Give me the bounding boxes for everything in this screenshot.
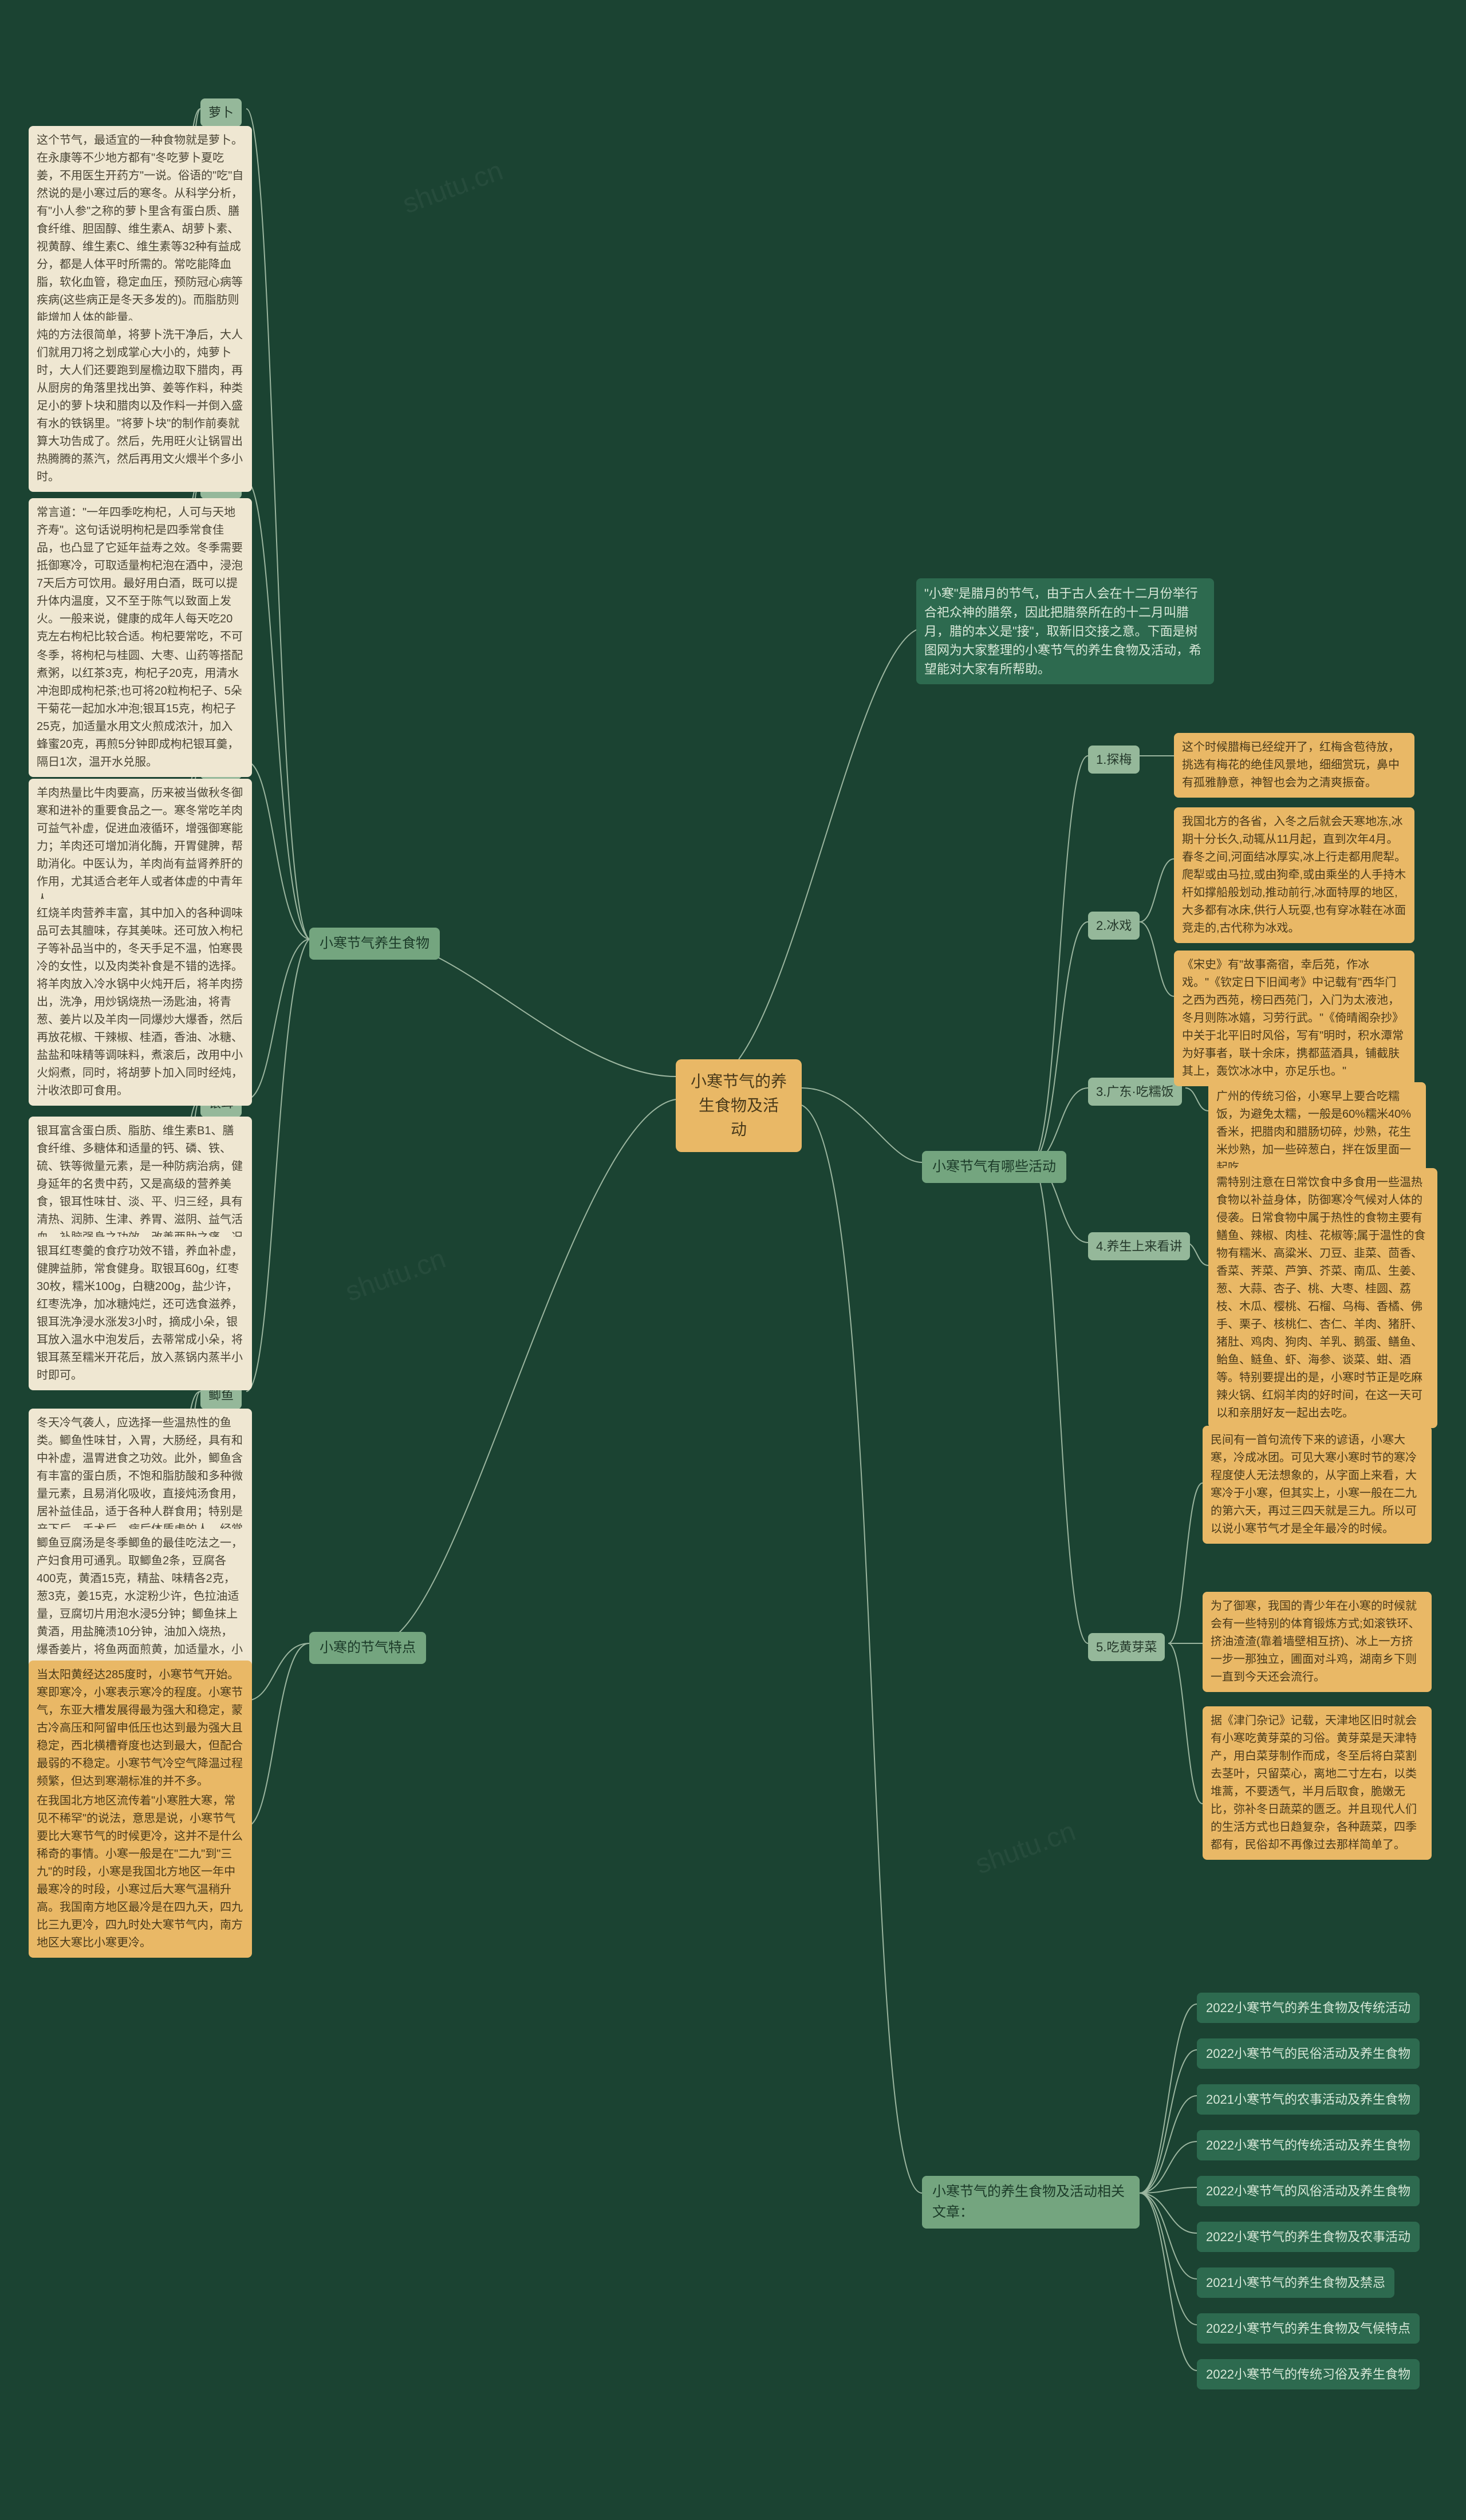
activity-5-t1[interactable]: 民间有一首句流传下来的谚语，小寒大寒，冷成冰团。可见大寒小寒时节的寒冷程度使人无… bbox=[1203, 1426, 1432, 1544]
related-link-2[interactable]: 2021小寒节气的农事活动及养生食物 bbox=[1197, 2084, 1420, 2115]
activity-3-text[interactable]: 广州的传统习俗，小寒早上要合吃糯饭，为避免太糯，一般是60%糯米40%香米，把腊… bbox=[1208, 1082, 1426, 1182]
characteristic-2[interactable]: 在我国北方地区流传着"小寒胜大寒，常见不稀罕"的说法，意思是说，小寒节气要比大寒… bbox=[29, 1787, 252, 1958]
activity-5-t2[interactable]: 为了御寒，我国的青少年在小寒的时候就会有一些特别的体育锻炼方式;如滚铁环、挤油渣… bbox=[1203, 1592, 1432, 1692]
activity-2-t1[interactable]: 我国北方的各省，入冬之后就会天寒地冻,冰期十分长久,动辄从11月起，直到次年4月… bbox=[1174, 807, 1414, 943]
yangrou-p2[interactable]: 红烧羊肉营养丰富，其中加入的各种调味品可去其膻味，存其美味。还可放入枸杞子等补品… bbox=[29, 899, 252, 1106]
intro-text[interactable]: "小寒"是腊月的节气，由于古人会在十二月份举行合祀众神的腊祭，因此把腊祭所在的十… bbox=[916, 578, 1214, 684]
branch-characteristics[interactable]: 小寒的节气特点 bbox=[309, 1632, 426, 1664]
related-link-5[interactable]: 2022小寒节气的养生食物及农事活动 bbox=[1197, 2222, 1420, 2252]
characteristic-1[interactable]: 当太阳黄经达285度时，小寒节气开始。寒即寒冷，小寒表示寒冷的程度。小寒节气，东… bbox=[29, 1661, 252, 1796]
related-link-6[interactable]: 2021小寒节气的养生食物及禁忌 bbox=[1197, 2267, 1394, 2298]
food-luobo[interactable]: 萝卜 bbox=[200, 98, 242, 127]
gouqi-p2[interactable]: 冬季，将枸杞与桂圆、大枣、山药等搭配煮粥，以红茶3克，枸杞子20克，用清水冲泡即… bbox=[29, 641, 252, 777]
watermark: shutu.cn bbox=[341, 1243, 450, 1308]
activity-4[interactable]: 4.养生上来看讲 bbox=[1088, 1232, 1190, 1260]
activity-1[interactable]: 1.探梅 bbox=[1088, 746, 1140, 774]
luobo-p2[interactable]: 炖的方法很简单，将萝卜洗干净后，大人们就用刀将之划成掌心大小的，炖萝卜时，大人们… bbox=[29, 321, 252, 492]
watermark: shutu.cn bbox=[971, 1816, 1079, 1881]
center-title-line2: 动 bbox=[731, 1121, 747, 1138]
branch-activities[interactable]: 小寒节气有哪些活动 bbox=[922, 1151, 1066, 1183]
watermark: shutu.cn bbox=[399, 155, 507, 220]
activity-5[interactable]: 5.吃黄芽菜 bbox=[1088, 1633, 1165, 1661]
yangrou-p1[interactable]: 羊肉热量比牛肉要高，历来被当做秋冬御寒和进补的重要食品之一。寒冬常吃羊肉可益气补… bbox=[29, 779, 252, 914]
activity-1-text[interactable]: 这个时候腊梅已经绽开了，红梅含苞待放，挑选有梅花的绝佳风景地，细细赏玩，鼻中有孤… bbox=[1174, 733, 1414, 798]
activity-5-t3[interactable]: 据《津门杂记》记载，天津地区旧时就会有小寒吃黄芽菜的习俗。黄芽菜是天津特产，用白… bbox=[1203, 1706, 1432, 1860]
related-link-4[interactable]: 2022小寒节气的风俗活动及养生食物 bbox=[1197, 2176, 1420, 2206]
activity-3[interactable]: 3.广东·吃糯饭 bbox=[1088, 1078, 1182, 1106]
related-link-8[interactable]: 2022小寒节气的传统习俗及养生食物 bbox=[1197, 2359, 1420, 2389]
activity-2[interactable]: 2.冰戏 bbox=[1088, 912, 1140, 940]
activity-4-text[interactable]: 需特别注意在日常饮食中多食用一些温热食物以补益身体，防御寒冷气候对人体的侵袭。日… bbox=[1208, 1168, 1437, 1428]
yiner-p2[interactable]: 银耳红枣羹的食疗功效不错，养血补虚，健脾益肺，常食健身。取银耳60g，红枣30枚… bbox=[29, 1237, 252, 1390]
center-title-line1: 小寒节气的养生食物及活 bbox=[691, 1072, 787, 1114]
branch-foods[interactable]: 小寒节气养生食物 bbox=[309, 928, 440, 960]
activity-2-t2[interactable]: 《宋史》有"故事斋宿，幸后苑，作冰戏。"《钦定日下旧闻考》中记载有"西华门之西为… bbox=[1174, 951, 1414, 1086]
luobo-p1[interactable]: 这个节气，最适宜的一种食物就是萝卜。在永康等不少地方都有"冬吃萝卜夏吃姜，不用医… bbox=[29, 126, 252, 333]
branch-related[interactable]: 小寒节气的养生食物及活动相关文章： bbox=[922, 2176, 1140, 2229]
related-link-3[interactable]: 2022小寒节气的传统活动及养生食物 bbox=[1197, 2130, 1420, 2160]
related-link-1[interactable]: 2022小寒节气的民俗活动及养生食物 bbox=[1197, 2038, 1420, 2069]
related-link-7[interactable]: 2022小寒节气的养生食物及气候特点 bbox=[1197, 2313, 1420, 2344]
related-link-0[interactable]: 2022小寒节气的养生食物及传统活动 bbox=[1197, 1993, 1420, 2023]
center-topic[interactable]: 小寒节气的养生食物及活 动 bbox=[676, 1059, 802, 1152]
